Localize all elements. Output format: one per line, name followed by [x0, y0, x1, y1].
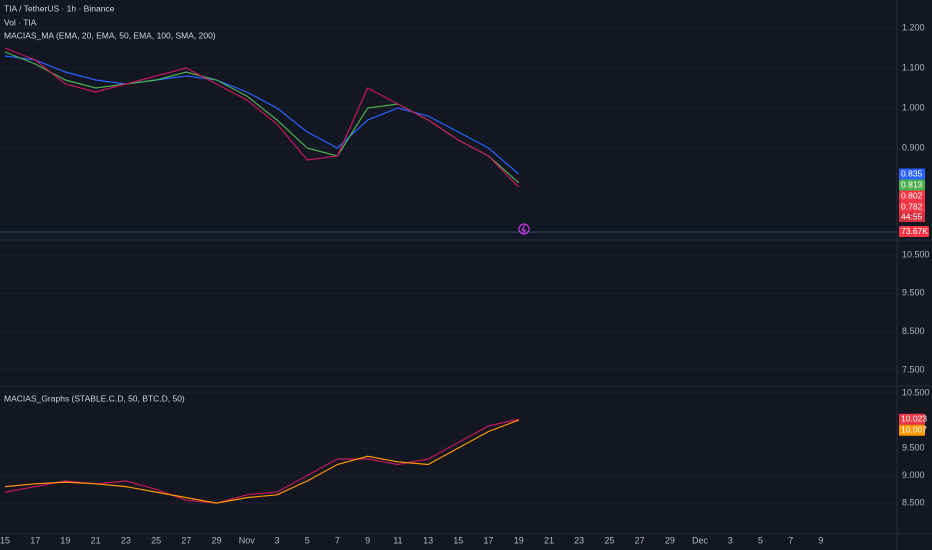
x-tick-label: 19	[514, 535, 524, 545]
x-tick-label: 25	[151, 535, 161, 545]
x-tick-label: 23	[121, 535, 131, 545]
price-tag	[899, 190, 925, 202]
price-tag-label: 0.835	[901, 168, 923, 178]
y-tick-label: 0.900	[902, 142, 925, 152]
countdown-tag	[899, 212, 925, 222]
y-tick-label: 1.100	[902, 62, 925, 72]
symbol-title[interactable]: TIA / TetherUS · 1h · Binance	[4, 3, 115, 13]
x-tick-label: 17	[484, 535, 494, 545]
x-tick-label: Dec	[692, 535, 709, 545]
x-tick-label: 21	[91, 535, 101, 545]
price-tag-label: 0.782	[901, 201, 923, 211]
x-tick-label: 5	[758, 535, 763, 545]
x-tick-label: Nov	[239, 535, 256, 545]
x-tick-label: 17	[30, 535, 40, 545]
x-tick-label: 13	[423, 535, 433, 545]
x-tick-label: 21	[544, 535, 554, 545]
x-tick-label: 15	[453, 535, 463, 545]
y-tick-label: 1.000	[902, 102, 925, 112]
y-tick-label: 9.500	[902, 288, 925, 298]
y-tick-label: 1.200	[902, 22, 925, 32]
volume-legend[interactable]: Vol · TIA	[4, 17, 37, 27]
x-tick-label: 19	[60, 535, 70, 545]
price-tag	[899, 179, 925, 191]
series-line	[4, 55, 520, 175]
x-tick-label: 29	[665, 535, 675, 545]
price-tag-label: 0.813	[901, 179, 923, 189]
alert-icon[interactable]	[518, 223, 530, 235]
y-tick-label: 8.500	[902, 497, 925, 507]
price-tag-label: 0.802	[901, 190, 923, 200]
x-tick-label: 27	[181, 535, 191, 545]
x-tick-label: 25	[604, 535, 614, 545]
countdown-label: 44:55	[901, 211, 923, 221]
indicator-legend[interactable]: MACIAS_MA (EMA, 20, EMA, 50, EMA, 100, S…	[4, 30, 216, 40]
series-line	[4, 419, 519, 504]
price-tag-label: 10.023	[901, 413, 927, 423]
x-tick-label: 7	[335, 535, 340, 545]
price-tag-label: 10.007	[901, 424, 927, 434]
price-tag	[899, 201, 925, 213]
x-tick-label: 23	[574, 535, 584, 545]
series-line	[4, 47, 520, 188]
y-tick-label: 10.500	[902, 249, 930, 259]
x-tick-label: 29	[212, 535, 222, 545]
x-tick-label: 9	[365, 535, 370, 545]
y-tick-label: 10.500	[902, 387, 930, 397]
y-tick-label: 8.500	[902, 326, 925, 336]
x-tick-label: 27	[635, 535, 645, 545]
alert-icon-bolt	[521, 224, 526, 235]
indicator-legend[interactable]: MACIAS_Graphs (STABLE.C.D, 50, BTC.D, 50…	[4, 393, 185, 403]
x-tick-label: 7	[788, 535, 793, 545]
x-tick-label: 3	[728, 535, 733, 545]
price-tag	[899, 168, 925, 180]
y-tick-label: 9.000	[902, 470, 925, 480]
price-tag	[899, 413, 925, 425]
x-tick-label: 9	[818, 535, 823, 545]
price-tag	[899, 424, 925, 436]
x-tick-label: 3	[274, 535, 279, 545]
volume-tag	[899, 226, 929, 237]
y-tick-label: 9.500	[902, 442, 925, 452]
x-tick-label: 15	[0, 535, 10, 545]
volume-tag-label: 73.67K	[901, 226, 928, 236]
y-tick-label: 7.500	[902, 364, 925, 374]
x-tick-label: 5	[305, 535, 310, 545]
x-tick-label: 11	[393, 535, 402, 545]
